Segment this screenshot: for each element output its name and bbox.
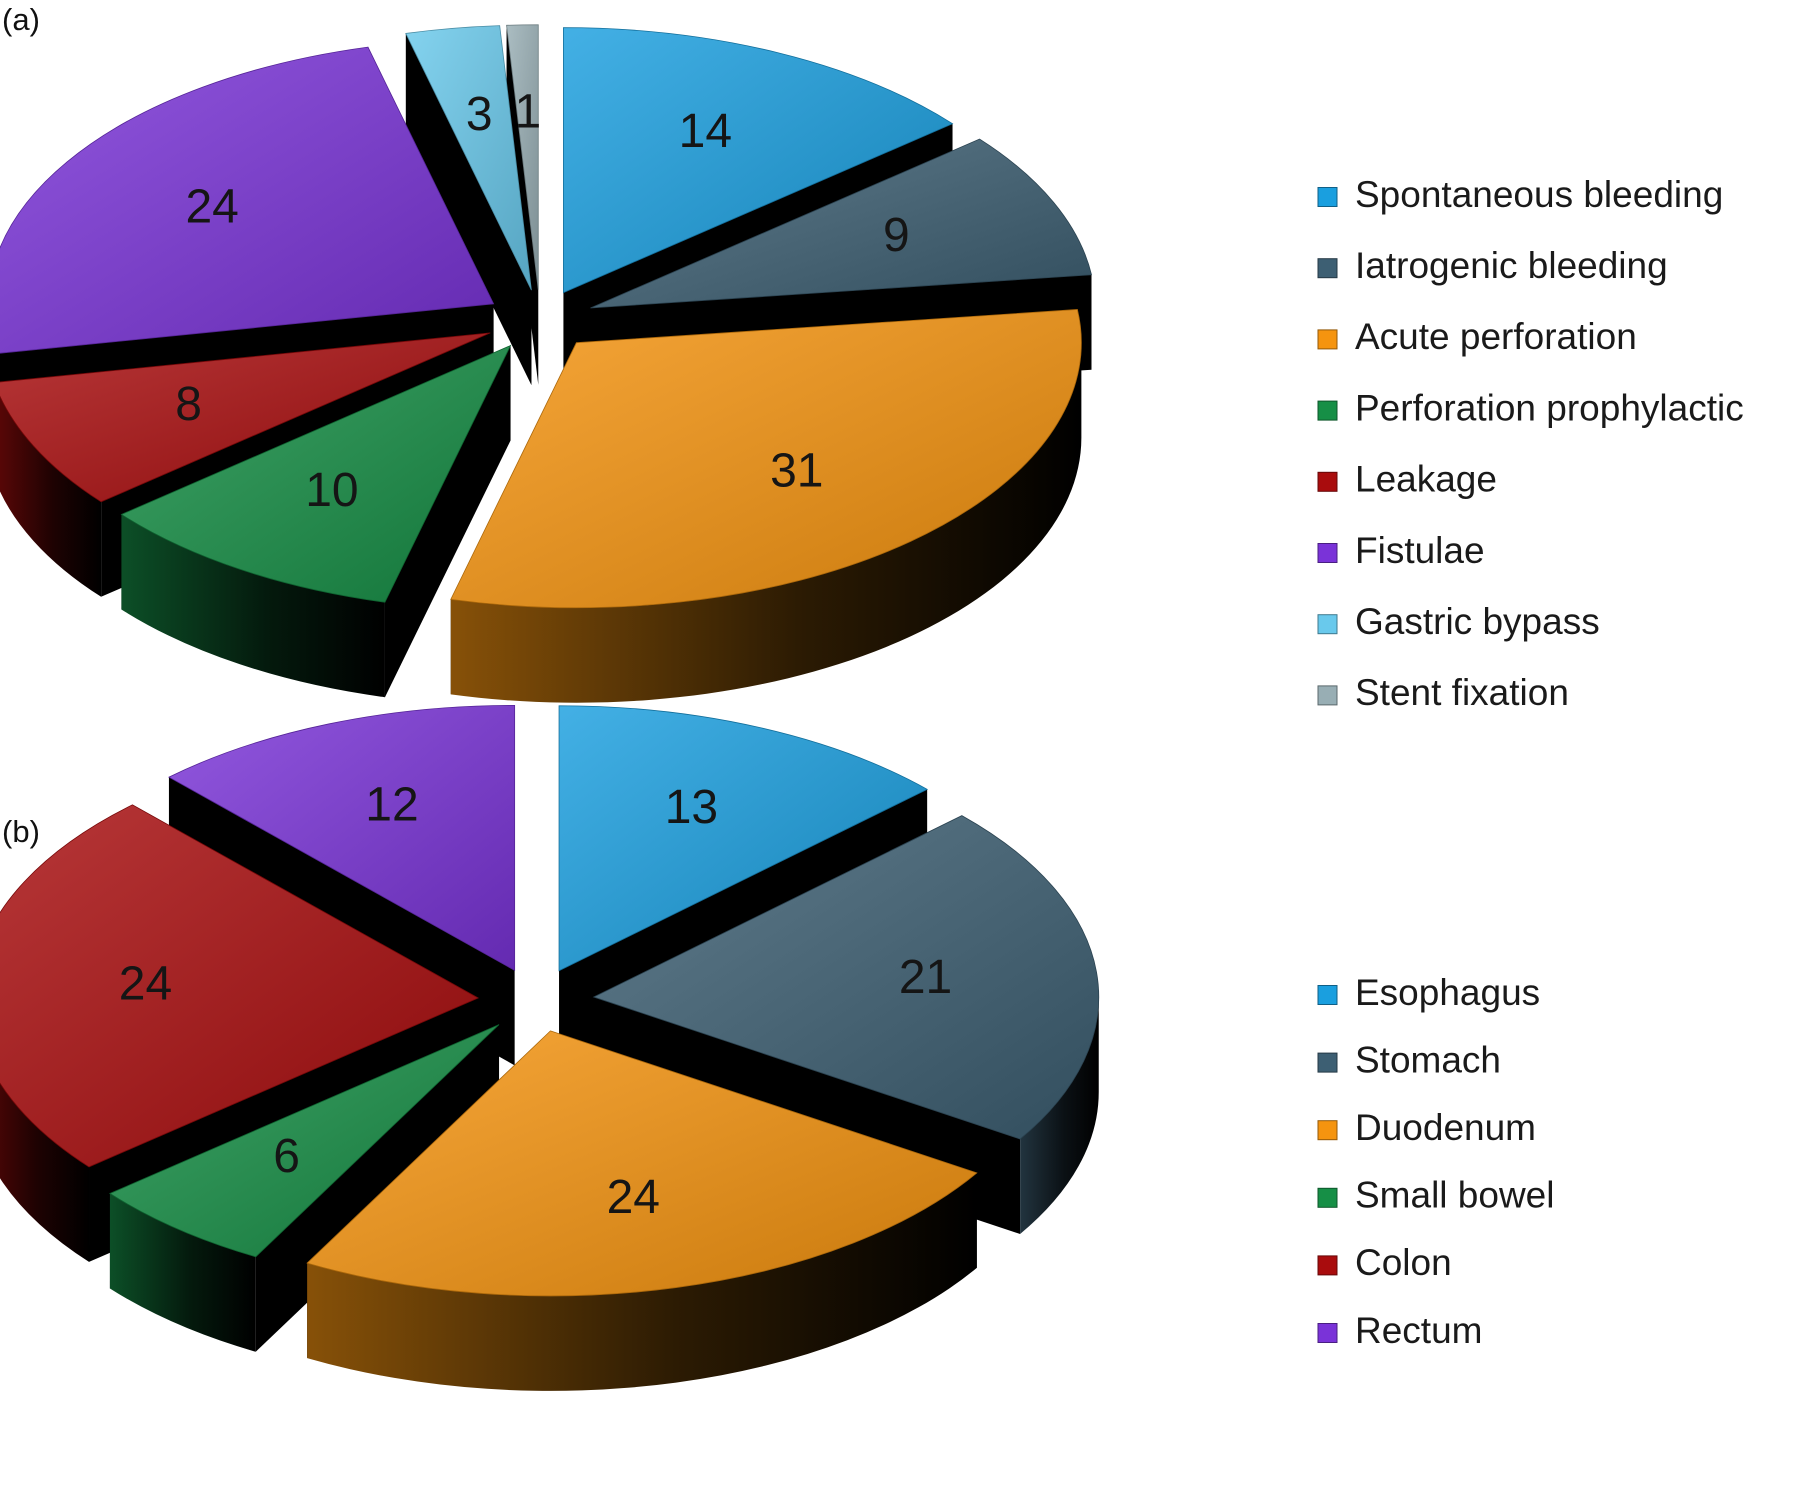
slice-wall-gastric-bypass-0	[405, 33, 532, 386]
legend-label-small-bowel: Small bowel	[1355, 1175, 1554, 1216]
legend-a: Spontaneous bleeding Iatrogenic bleeding A…	[1317, 174, 1744, 713]
data-label-fistulae: 24	[185, 181, 238, 234]
legend-label-duodenum: Duodenum	[1355, 1107, 1536, 1148]
legend-swatch-fistulae	[1317, 543, 1338, 563]
data-label-leakage: 8	[175, 378, 202, 431]
pie-label-layer: 12 13 21 24 6 24	[119, 778, 952, 1224]
chart-b: (b) 12 13 21 24 6 24 Esophagus Stomach Duodenum…	[0, 704, 1554, 1391]
data-label-perforation-prophylactic: 10	[305, 464, 358, 517]
data-label-duodenum: 24	[607, 1171, 660, 1224]
legend-swatch-stent-fixation	[1317, 685, 1338, 706]
legend-item-leakage: Leakage	[1317, 459, 1497, 500]
legend-item-esophagus: Esophagus	[1317, 972, 1540, 1013]
legend-label-stomach: Stomach	[1355, 1039, 1501, 1080]
legend-item-small-bowel: Small bowel	[1317, 1175, 1554, 1216]
legend-swatch-esophagus	[1317, 985, 1338, 1005]
legend-swatch-acute-perforation	[1317, 329, 1338, 350]
slice-colon	[0, 804, 480, 1168]
pie-a: 13 14 24 9 8 31 10	[0, 24, 1092, 703]
legend-item-gastric-bypass: Gastric bypass	[1317, 601, 1600, 642]
pie-top-layer	[0, 704, 1100, 1297]
legend-item-stent-fixation: Stent fixation	[1317, 672, 1569, 713]
slice-acute-perforation	[450, 309, 1082, 609]
legend-swatch-stomach	[1317, 1052, 1338, 1073]
slice-leakage	[0, 332, 491, 503]
slice-stomach	[592, 815, 1100, 1140]
legend-label-stent-fixation: Stent fixation	[1355, 672, 1569, 713]
legend-swatch-rectum	[1317, 1323, 1338, 1343]
legend-label-acute-perforation: Acute perforation	[1355, 316, 1637, 357]
legend-label-spontaneous-bleeding: Spontaneous bleeding	[1355, 174, 1723, 215]
slice-gastric-bypass	[405, 25, 532, 291]
chart-a: (a) 13 14 24 9 8 31 10 Spontaneous bleeding Iat…	[0, 2, 1744, 713]
legend-label-iatrogenic-bleeding: Iatrogenic bleeding	[1355, 245, 1668, 286]
slice-duodenum	[306, 1030, 978, 1297]
legend-label-colon: Colon	[1355, 1242, 1452, 1283]
legend-item-stomach: Stomach	[1317, 1039, 1501, 1080]
legend-label-gastric-bypass: Gastric bypass	[1355, 601, 1600, 642]
slice-rim-colon-0	[0, 1083, 90, 1262]
legend-item-rectum: Rectum	[1317, 1310, 1482, 1351]
slice-rim-stomach-0	[1020, 996, 1099, 1234]
legend-label-leakage: Leakage	[1355, 459, 1497, 500]
slice-spontaneous-bleeding	[563, 27, 954, 294]
panel-label-b: (b)	[2, 814, 40, 849]
slice-iatrogenic-bleeding	[590, 138, 1092, 309]
slice-perforation-prophylactic	[120, 344, 512, 603]
slice-rim-perforation-prophylactic-0	[121, 514, 385, 698]
data-label-iatrogenic-bleeding: 9	[883, 209, 910, 262]
slice-small-bowel	[109, 1024, 500, 1258]
slice-fistulae	[0, 46, 495, 354]
legend-item-colon: Colon	[1317, 1242, 1452, 1283]
legend-swatch-leakage	[1317, 471, 1338, 492]
legend-item-acute-perforation: Acute perforation	[1317, 316, 1637, 357]
slice-esophagus	[558, 705, 929, 972]
data-label-spontaneous-bleeding: 14	[679, 105, 732, 158]
slice-rim-leakage-0	[0, 396, 102, 597]
legend-item-fistulae: Fistulae	[1317, 530, 1485, 571]
pie-b: 12 13 21 24 6 24	[0, 704, 1100, 1391]
data-label-gastric-bypass: 3	[466, 88, 493, 141]
data-label-small-bowel: 6	[273, 1130, 300, 1183]
legend-swatch-spontaneous-bleeding	[1317, 187, 1338, 207]
slice-rim-small-bowel-0	[109, 1193, 256, 1352]
data-label-colon: 24	[119, 958, 172, 1011]
slice-rim-acute-perforation-0	[450, 342, 1082, 703]
legend-label-rectum: Rectum	[1355, 1310, 1482, 1351]
legend-swatch-colon	[1317, 1255, 1338, 1276]
legend-label-esophagus: Esophagus	[1355, 972, 1540, 1013]
legend-swatch-iatrogenic-bleeding	[1317, 258, 1338, 279]
data-label-stent-fixation: 1	[514, 86, 541, 139]
pie-top-layer	[0, 24, 1092, 609]
legend-swatch-duodenum	[1317, 1120, 1338, 1141]
legend-swatch-gastric-bypass	[1317, 614, 1338, 635]
legend-swatch-perforation-prophylactic	[1317, 400, 1338, 421]
panel-label-a: (a)	[2, 2, 40, 37]
pie-label-layer: 13 14 24 9 8 31 10	[175, 86, 909, 517]
data-label-rectum: 12	[365, 778, 418, 831]
slice-rim-duodenum-0	[307, 1172, 977, 1391]
legend-item-iatrogenic-bleeding: Iatrogenic bleeding	[1317, 245, 1668, 286]
legend-item-spontaneous-bleeding: Spontaneous bleeding	[1317, 174, 1723, 215]
legend-label-fistulae: Fistulae	[1355, 530, 1485, 571]
data-label-esophagus: 13	[665, 781, 718, 834]
legend-item-duodenum: Duodenum	[1317, 1107, 1536, 1148]
slice-rectum	[168, 704, 516, 972]
legend-b: Esophagus Stomach Duodenum Small bowel Colon…	[1317, 972, 1554, 1351]
legend-item-perforation-prophylactic: Perforation prophylactic	[1317, 387, 1744, 428]
legend-label-perforation-prophylactic: Perforation prophylactic	[1355, 387, 1744, 428]
legend-swatch-small-bowel	[1317, 1187, 1338, 1208]
data-label-stomach: 21	[899, 951, 952, 1004]
slice-stent-fixation	[506, 24, 539, 290]
data-label-acute-perforation: 31	[770, 445, 823, 498]
